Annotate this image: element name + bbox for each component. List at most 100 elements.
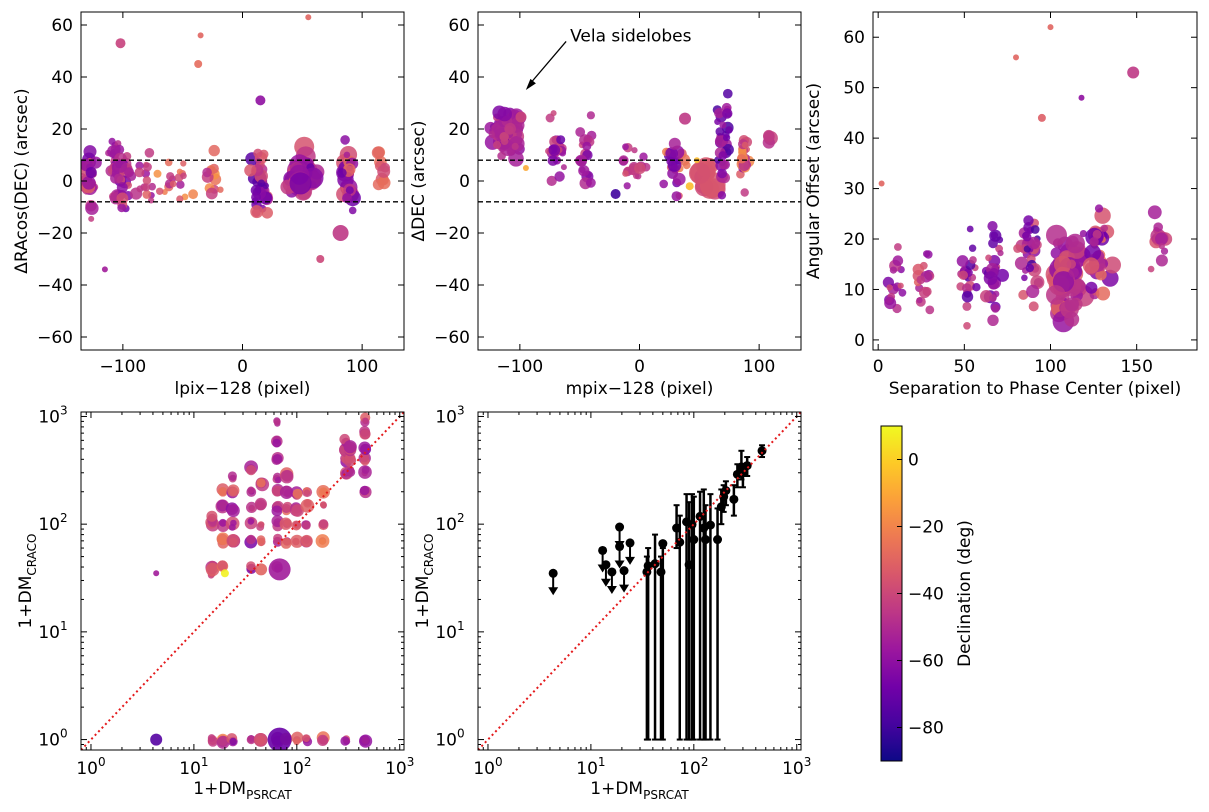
data-point xyxy=(319,538,326,545)
data-point xyxy=(230,519,237,527)
data-point xyxy=(575,127,586,137)
data-point xyxy=(916,275,926,285)
data-point xyxy=(705,520,715,530)
data-point xyxy=(679,112,691,125)
y-tick-label: 60 xyxy=(843,28,865,48)
data-point xyxy=(1079,230,1087,238)
data-point xyxy=(348,206,357,215)
data-point xyxy=(271,485,283,497)
data-point xyxy=(668,137,681,150)
data-point xyxy=(255,95,266,106)
data-point xyxy=(359,452,370,463)
data-point xyxy=(218,487,228,497)
data-point xyxy=(892,255,904,266)
data-point xyxy=(342,193,353,204)
data-point xyxy=(740,188,749,197)
data-point xyxy=(302,521,311,530)
data-point xyxy=(997,250,1004,257)
data-point xyxy=(1026,284,1040,298)
data-point xyxy=(150,733,163,746)
data-point xyxy=(969,256,977,264)
y-tick-label: 20 xyxy=(51,120,73,140)
x-tick-label: 101 xyxy=(576,755,605,779)
data-point xyxy=(983,271,998,286)
y-tick-label: 50 xyxy=(843,79,865,99)
data-point xyxy=(615,522,625,532)
data-point xyxy=(114,173,124,183)
data-point xyxy=(256,478,266,488)
data-point xyxy=(1068,267,1079,278)
data-point xyxy=(897,282,904,289)
data-point xyxy=(643,561,653,571)
data-point xyxy=(689,162,711,184)
x-tick-label: 150 xyxy=(1120,357,1152,377)
x-tick-label: 103 xyxy=(782,755,811,779)
data-point xyxy=(207,734,216,742)
y-tick-label: 100 xyxy=(435,727,464,751)
data-point xyxy=(610,189,621,199)
data-point xyxy=(85,201,99,215)
data-point xyxy=(1064,297,1080,312)
y-tick-label: −40 xyxy=(37,276,73,296)
data-point xyxy=(275,476,282,484)
data-point xyxy=(362,417,369,425)
data-point xyxy=(1013,244,1022,253)
data-point xyxy=(714,118,721,125)
data-point xyxy=(250,185,262,196)
colorbar-label: Declination (deg) xyxy=(955,520,975,667)
data-point xyxy=(1100,224,1109,232)
data-point xyxy=(166,172,175,181)
data-point xyxy=(156,187,164,195)
y-tick-label: −60 xyxy=(37,328,73,348)
data-point xyxy=(108,137,116,145)
data-point xyxy=(134,167,145,178)
x-tick-label: −100 xyxy=(497,357,544,377)
data-point xyxy=(290,534,304,548)
data-point xyxy=(972,283,981,292)
data-point xyxy=(615,542,625,552)
data-point xyxy=(582,141,592,151)
data-point xyxy=(1160,247,1169,255)
colorbar-tick-label: −60 xyxy=(908,652,944,672)
data-point xyxy=(273,418,281,426)
data-point xyxy=(246,465,257,476)
axes-frame xyxy=(477,411,802,751)
x-tick-label: 100 xyxy=(473,755,502,779)
data-point xyxy=(497,151,506,161)
data-point xyxy=(689,535,699,545)
data-point xyxy=(742,461,752,471)
data-point xyxy=(560,164,567,171)
data-point xyxy=(1025,263,1035,273)
plot-area xyxy=(878,24,1173,333)
upper-limit-arrow xyxy=(614,560,625,569)
x-axis-label: Separation to Phase Center (pixel) xyxy=(889,379,1182,399)
data-point xyxy=(217,186,224,193)
upper-limit-arrow xyxy=(548,587,559,596)
data-point xyxy=(671,191,682,202)
data-point xyxy=(1084,244,1101,262)
x-tick-label: 0 xyxy=(237,357,248,377)
data-point xyxy=(623,182,631,190)
data-point xyxy=(124,167,135,178)
data-point xyxy=(718,151,728,160)
data-point xyxy=(962,283,972,294)
data-point xyxy=(320,501,327,509)
data-point xyxy=(197,32,204,39)
data-point xyxy=(244,164,257,177)
data-point xyxy=(302,734,310,743)
data-point xyxy=(229,737,237,746)
ticks: −100 0 100 −60 −40 −20 0 20 40 60 xyxy=(37,12,404,377)
data-point xyxy=(117,203,127,213)
data-point xyxy=(601,560,611,570)
axes-frame xyxy=(80,411,405,751)
data-point xyxy=(673,172,686,186)
data-point xyxy=(208,144,220,157)
x-tick-label: 102 xyxy=(282,755,311,779)
x-axis-label: 1+DMPSRCAT xyxy=(193,779,292,802)
data-point xyxy=(1053,255,1072,274)
data-point xyxy=(715,127,725,136)
data-point xyxy=(216,532,230,545)
annotation-text: Vela sidelobes xyxy=(570,26,692,46)
data-point xyxy=(554,171,565,182)
